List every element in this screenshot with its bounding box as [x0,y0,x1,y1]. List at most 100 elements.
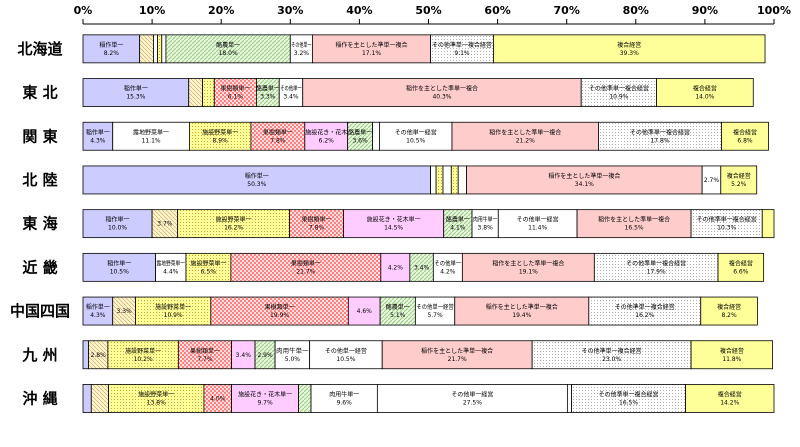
segment-label: 施設花き・花木単一 [367,216,421,224]
segment-label: 果樹類単一 [265,303,295,311]
data-label: 3.7% [157,221,173,228]
segment-label: 施設野菜単一 [155,303,191,311]
data-label: 21.2% [516,137,535,144]
bar-segment [82,34,141,64]
bar-segment [720,165,758,195]
segment-label: 稲作単一 [106,216,130,224]
data-label: 50.3% [247,181,266,188]
bar-segment [189,121,252,151]
bar-segment [531,340,692,370]
segment-label: 果樹類単一 [220,85,250,93]
region-label: 北海道 [17,40,62,58]
bar-segment [690,340,774,370]
data-label: 8.2% [104,50,120,57]
bar-segment [312,34,431,64]
bar-segment [177,340,232,370]
data-label: 3.8% [478,225,494,232]
segment-label: 複合経営 [617,41,641,49]
x-tick-label: 10% [139,4,165,17]
data-label: 10.2% [134,356,153,363]
data-label: 4.4% [163,268,179,275]
data-label: 8.9% [213,137,229,144]
segment-label: その他準単一複合経営 [589,85,649,93]
bar-segment [430,34,494,64]
segment-label: 複合経営 [717,303,741,311]
x-tick-label: 60% [484,4,510,17]
bar-segment [230,252,382,282]
segment-label: 複合経営 [733,128,757,136]
data-label: 3.4% [414,264,430,271]
x-tick-label: 70% [554,4,580,17]
data-label: 16.5% [619,399,638,406]
segment-label: 酪農単一 [256,85,280,93]
segment-label: その他準単一複合経営 [615,303,675,311]
data-label: 6.5% [201,268,217,275]
bar-segment [304,121,349,151]
bar-segment [461,252,595,282]
data-label: 4.3% [90,137,106,144]
data-label: 19.9% [270,312,289,319]
x-tick-label: 80% [623,4,649,17]
data-label: 15.3% [126,94,145,101]
data-label: 11.4% [528,225,547,232]
bar-segment [414,296,456,326]
segment-label: 稲作を主とした準単一複合 [335,41,407,49]
bar-segment [298,384,312,413]
bar-segment [112,121,190,151]
data-label: 4.2% [440,268,456,275]
bar-segment [309,340,383,370]
segment-label: その他準単一複合経営 [697,216,757,224]
data-label: 3.6% [352,137,368,144]
bar-segment [454,296,590,326]
segment-label: 肉用牛単一 [473,216,497,224]
data-label: 19.1% [519,268,538,275]
bar-segment [471,209,499,239]
bar-segment [274,340,311,370]
data-label: 4.3% [90,312,106,319]
bar-segment [302,78,582,107]
segment-label: その他単一経営 [451,390,493,398]
data-label: 6.6% [733,268,749,275]
segment-label: 酪農単一 [348,128,372,136]
bar-segment [379,121,453,151]
data-label: 34.1% [575,181,594,188]
data-label: 10.0% [108,225,127,232]
data-label: 4.0% [210,395,226,402]
region-label: 近 畿 [22,258,57,276]
segment-label: 肉用牛単一 [329,390,359,398]
segment-label: 稲作単一 [86,128,110,136]
data-label: 3.4% [236,352,252,359]
data-label: 21.7% [296,268,315,275]
bar-segment [161,34,167,64]
data-label: 11.1% [142,137,161,144]
bar-segment [139,34,154,64]
segment-label: 施設野菜単一 [138,390,174,398]
data-label: 5.2% [731,181,747,188]
data-label: 7.8% [270,137,286,144]
bar-segment [347,296,381,326]
data-label: 8.2% [721,312,737,319]
segment-label: 施設花き・花木単一 [238,390,292,398]
data-label: 23.0% [602,356,621,363]
segment-label: 果樹類単一 [302,216,332,224]
bar-segment [82,252,156,282]
segment-label: 複合経営 [693,85,717,93]
bar-segment [685,384,775,413]
data-label: 4.6% [357,308,373,315]
x-tick-label: 50% [415,4,441,17]
segment-label: 稲作を主とした準単一複合 [486,303,558,311]
segment-label: 稲作単一 [99,41,123,49]
bar-segment [379,296,416,326]
segment-label: その他準単一複合経営 [630,128,690,136]
segment-label: 施設野菜単一 [125,347,161,355]
bar-segment [717,252,765,282]
data-label: 16.2% [635,312,654,319]
bar-segment [435,165,444,195]
bar-segment [598,121,722,151]
bar-segment [656,78,754,107]
bar-segment [593,252,719,282]
region-label: 北 陸 [22,171,57,189]
bar-segment [107,340,179,370]
